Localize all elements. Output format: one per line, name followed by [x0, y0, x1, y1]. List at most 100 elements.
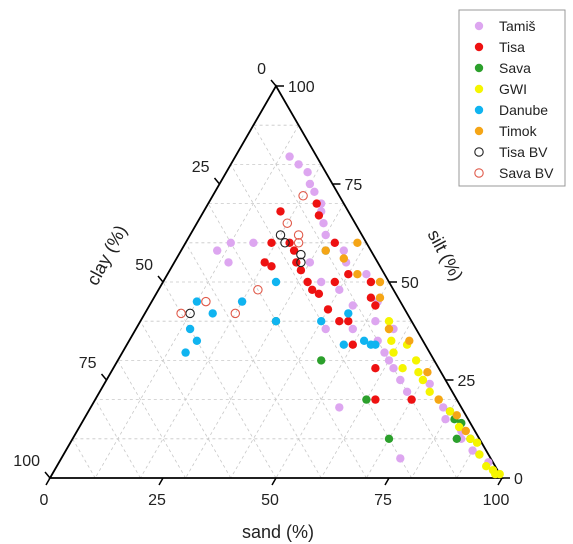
- silt-axis-title: silt (%): [424, 226, 467, 284]
- point-danube: [271, 277, 281, 287]
- point-tisa: [303, 277, 312, 287]
- sand-tick: [384, 477, 390, 486]
- point-sava: [362, 395, 371, 404]
- point-tamiš: [468, 446, 477, 455]
- point-tisa: [330, 238, 339, 247]
- point-tisa: [260, 258, 269, 267]
- legend-marker: [474, 168, 484, 178]
- point-tamiš: [305, 258, 315, 267]
- point-danube: [192, 297, 202, 306]
- legend-label: Sava BV: [499, 165, 554, 181]
- point-tisa: [330, 277, 339, 287]
- grid-lines: [72, 124, 480, 479]
- point-gwi: [389, 348, 398, 357]
- point-tisa: [289, 246, 299, 255]
- clay-tick: [270, 79, 277, 87]
- point-tisa: [344, 317, 353, 326]
- clay-tick-label: 100: [13, 453, 40, 470]
- point-gwi: [414, 368, 423, 377]
- point-sava-bv: [293, 238, 304, 248]
- point-tamiš: [335, 403, 344, 412]
- point-tamiš: [425, 379, 434, 389]
- point-gwi: [475, 450, 484, 459]
- point-tamiš: [389, 364, 398, 373]
- legend-marker: [474, 42, 484, 52]
- point-danube: [185, 324, 195, 334]
- point-tisa: [371, 395, 380, 404]
- legend: Tamiš Tisa Sava GWI Danube Timok Tisa BV Sava B…: [458, 9, 566, 187]
- legend-marker: [474, 105, 484, 115]
- legend-label: Sava: [499, 60, 531, 76]
- point-tisa: [314, 211, 324, 220]
- point-gwi: [495, 469, 504, 479]
- point-gwi: [445, 407, 455, 416]
- clay-tick-label: 50: [135, 257, 153, 274]
- silt-tick-label: 75: [345, 177, 363, 194]
- grid-line: [94, 125, 299, 479]
- point-tamiš: [441, 415, 450, 424]
- point-tamiš: [303, 168, 312, 177]
- point-sava-bv: [253, 285, 263, 295]
- sand-tick-label: 0: [40, 492, 49, 509]
- silt-tick-label: 25: [458, 373, 476, 390]
- point-tisa-bv: [275, 230, 286, 240]
- point-tamiš: [371, 317, 380, 326]
- point-tamiš: [348, 301, 357, 310]
- point-gwi: [425, 387, 434, 396]
- point-tisa: [308, 285, 317, 294]
- point-tisa-bv: [296, 249, 306, 260]
- point-timok: [405, 336, 414, 345]
- point-tamiš: [339, 246, 348, 255]
- silt-tick-label: 100: [288, 79, 315, 96]
- sand-tick: [158, 477, 164, 486]
- point-tamiš: [294, 160, 303, 169]
- point-tisa: [344, 270, 353, 279]
- point-sava: [384, 434, 394, 443]
- point-tamiš: [348, 324, 357, 334]
- point-tamiš: [362, 270, 371, 279]
- legend-box: [458, 9, 566, 187]
- point-gwi: [472, 438, 482, 447]
- clay-tick: [213, 177, 221, 185]
- point-tisa: [371, 364, 380, 373]
- legend-marker: [474, 21, 484, 31]
- clay-tick-label: 75: [79, 355, 97, 372]
- point-gwi: [466, 434, 475, 443]
- point-tamiš: [319, 219, 328, 228]
- point-tamiš: [224, 258, 233, 267]
- point-sava-bv: [176, 308, 186, 319]
- grid-line: [162, 281, 277, 479]
- grid-line: [207, 203, 367, 479]
- point-tisa: [267, 238, 276, 247]
- point-timok: [353, 238, 362, 247]
- grid-line: [72, 438, 96, 479]
- point-tisa: [314, 289, 324, 298]
- point-tamiš: [317, 277, 326, 287]
- sand-tick: [271, 477, 277, 486]
- point-timok: [375, 293, 385, 302]
- point-sava: [452, 434, 461, 443]
- point-danube: [317, 317, 326, 326]
- point-tisa: [366, 277, 376, 287]
- point-gwi: [418, 375, 428, 385]
- sand-tick: [497, 477, 503, 486]
- legend-marker: [474, 147, 484, 157]
- legend-marker: [474, 84, 484, 94]
- legend-label: Tisa: [499, 39, 525, 55]
- legend-label: Tisa BV: [499, 144, 548, 160]
- sand-tick-label: 25: [148, 492, 166, 509]
- point-timok: [375, 277, 385, 287]
- point-tamiš: [384, 356, 394, 365]
- point-gwi: [387, 336, 396, 345]
- point-danube: [192, 336, 202, 345]
- point-danube: [371, 340, 380, 349]
- point-tisa: [335, 317, 344, 326]
- point-timok: [461, 426, 470, 436]
- sand-axis-title: sand (%): [242, 522, 314, 542]
- point-timok: [423, 368, 432, 377]
- point-gwi: [482, 462, 491, 471]
- point-danube: [181, 348, 190, 357]
- point-tisa: [276, 207, 285, 216]
- point-tisa: [348, 340, 357, 349]
